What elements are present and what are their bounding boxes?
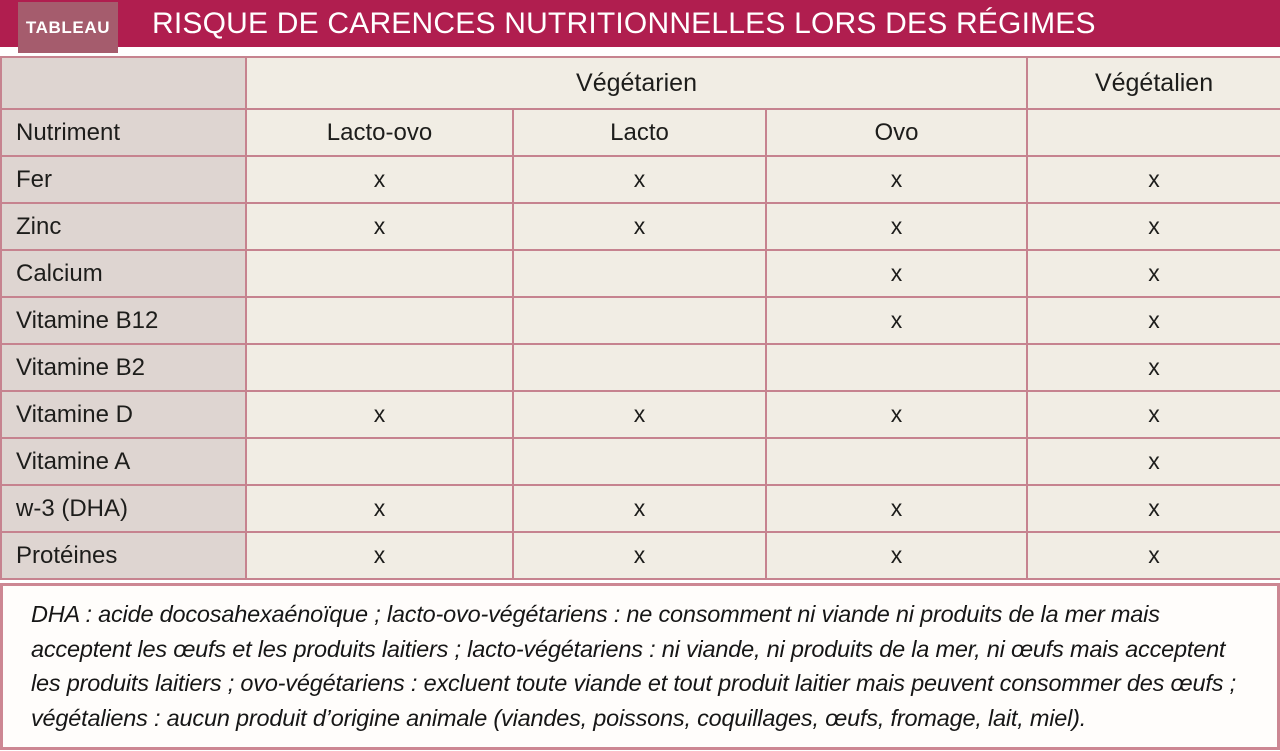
risk-mark-cell: x (245, 484, 514, 533)
risk-mark-cell (512, 296, 767, 345)
col-header-ovo: Ovo (764, 108, 1029, 157)
nutrient-label: Vitamine B2 (0, 343, 247, 392)
risk-mark-cell: x (245, 531, 514, 580)
risk-mark-cell: x (245, 390, 514, 439)
table-row: Calcium x x (0, 249, 1280, 298)
col-header-lacto-ovo: Lacto-ovo (245, 108, 514, 157)
col-header-empty (1026, 108, 1280, 157)
risk-mark-cell (764, 437, 1029, 486)
risk-mark-cell: x (512, 531, 767, 580)
nutrient-label: Zinc (0, 202, 247, 251)
risk-mark-cell: x (1026, 249, 1280, 298)
footnote: DHA : acide docosahexaénoïque ; lacto-ov… (0, 583, 1280, 750)
table-row: Vitamine A x (0, 437, 1280, 486)
footnote-line: végétaliens : aucun produit d’origine an… (31, 704, 1087, 731)
corner-cell (0, 56, 247, 110)
risk-mark-cell (245, 343, 514, 392)
risk-mark-cell (245, 437, 514, 486)
table-row: Zinc x x x x (0, 202, 1280, 251)
risk-mark-cell: x (764, 531, 1029, 580)
footnote-line: DHA : acide docosahexaénoïque ; lacto-ov… (31, 601, 1160, 627)
risk-mark-cell: x (764, 484, 1029, 533)
table-row: Vitamine B2 x (0, 343, 1280, 392)
risk-mark-cell: x (512, 484, 767, 533)
group-header-vegetarien: Végétarien (244, 56, 1029, 110)
nutrient-label: Vitamine D (0, 390, 247, 439)
risk-mark-cell: x (1026, 343, 1280, 392)
table-row: Vitamine B12 x x (0, 296, 1280, 345)
tableau-tag: TABLEAU (18, 2, 118, 53)
nutrient-label: Vitamine A (0, 437, 247, 486)
risk-mark-cell (512, 437, 767, 486)
nutrient-label: w-3 (DHA) (0, 484, 247, 533)
risk-mark-cell: x (1026, 484, 1280, 533)
table-row: w-3 (DHA) x x x x (0, 484, 1280, 533)
figure-title: RISQUE DE CARENCES NUTRITIONNELLES LORS … (152, 6, 1096, 40)
risk-mark-cell: x (1026, 155, 1280, 204)
risk-mark-cell: x (1026, 437, 1280, 486)
risk-mark-cell: x (764, 296, 1029, 345)
col-header-nutriment: Nutriment (0, 108, 247, 157)
risk-mark-cell (245, 249, 514, 298)
nutrient-label: Fer (0, 155, 247, 204)
figure-header: TABLEAU RISQUE DE CARENCES NUTRITIONNELL… (0, 0, 1280, 56)
group-header-row: Végétarien Végétalien (0, 56, 1280, 110)
risk-mark-cell: x (245, 155, 514, 204)
risk-mark-cell: x (1026, 390, 1280, 439)
risk-mark-cell: x (245, 202, 514, 251)
nutrient-label: Protéines (0, 531, 247, 580)
risk-mark-cell: x (764, 202, 1029, 251)
risk-mark-cell: x (1026, 202, 1280, 251)
footnote-line: les produits laitiers ; ovo-végétariens … (31, 670, 1236, 696)
risk-mark-cell (245, 296, 514, 345)
header-bar (0, 0, 1280, 47)
risk-mark-cell: x (764, 249, 1029, 298)
nutrient-label: Calcium (0, 249, 247, 298)
risk-mark-cell: x (1026, 296, 1280, 345)
table-row: Protéines x x x x (0, 531, 1280, 580)
risk-mark-cell (512, 249, 767, 298)
column-header-row: Nutriment Lacto-ovo Lacto Ovo (0, 108, 1280, 157)
risk-mark-cell: x (512, 390, 767, 439)
col-header-lacto: Lacto (512, 108, 767, 157)
nutrient-label: Vitamine B12 (0, 296, 247, 345)
risk-mark-cell (512, 343, 767, 392)
tableau-tag-label: TABLEAU (25, 17, 111, 37)
risk-mark-cell: x (764, 155, 1029, 204)
risk-mark-cell: x (1026, 531, 1280, 580)
footnote-line: acceptent les œufs et les produits laiti… (31, 635, 1226, 662)
group-header-vegetalien: Végétalien (1026, 56, 1280, 110)
risk-mark-cell (764, 343, 1029, 392)
nutrient-risk-table: Végétarien Végétalien Nutriment Lacto-ovo… (0, 56, 1280, 580)
risk-mark-cell: x (512, 202, 767, 251)
risk-mark-cell: x (512, 155, 767, 204)
risk-mark-cell: x (764, 390, 1029, 439)
table-row: Fer x x x x (0, 155, 1280, 204)
